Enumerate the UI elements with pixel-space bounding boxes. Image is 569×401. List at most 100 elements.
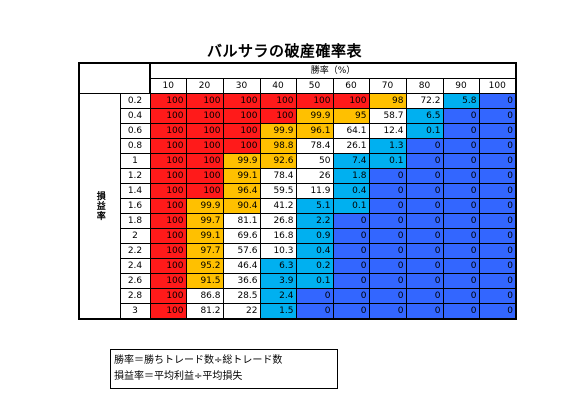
ruin-probability-cell: 0 [368,273,407,289]
ruin-probability-cell: 100 [185,153,224,169]
profit-loss-ratio-group-label: 損益率 [78,93,121,320]
win-rate-header-cell: 50 [295,78,334,94]
ruin-probability-cell: 0 [405,243,444,259]
ruin-probability-cell: 100 [222,108,261,124]
ruin-probability-cell: 78.4 [295,138,334,154]
ruin-probability-cell: 0 [478,288,517,304]
table-row: 0.6 100 100 100 99.9 96.1 64.1 12.4 0.1 0 0 [79,123,517,139]
ruin-probability-cell: 90.4 [222,198,261,214]
ruin-probability-cell: 0 [368,243,407,259]
ruin-probability-cell: 100 [332,93,370,109]
table-row: 1.2 100 100 99.1 78.4 26 1.8 0 0 0 0 [79,168,517,184]
ruin-probability-table: 勝率（%） 10 20 30 40 50 60 70 80 90 100 損益率 0.2 100 100… [78,62,517,320]
ruin-probability-cell: 0 [368,183,407,199]
profit-loss-ratio-cell: 2.4 [119,258,151,274]
ruin-probability-cell: 22 [222,303,261,320]
ruin-probability-cell: 0 [442,258,480,274]
ruin-probability-cell: 100 [222,123,261,139]
ruin-probability-cell: 0 [405,228,444,244]
ruin-probability-cell: 0 [442,243,480,259]
legend-win-rate-definition: 勝率＝勝ちトレード数÷総トレード数 [114,355,283,366]
ruin-probability-cell: 100 [149,198,187,214]
table-row: 損益率 0.2 100 100 100 100 100 100 98 72.2 5.8 0 [78,93,517,320]
ruin-probability-cell: 100 [185,108,224,124]
ruin-probability-cell: 26 [295,168,334,184]
ruin-probability-cell: 0.1 [295,273,334,289]
ruin-probability-cell: 0 [478,258,517,274]
ruin-probability-cell: 0 [478,183,517,199]
ruin-probability-cell: 100 [149,93,187,109]
ruin-probability-cell: 0 [368,258,407,274]
ruin-probability-cell: 0 [405,198,444,214]
ruin-probability-cell: 91.5 [185,273,224,289]
win-rate-header-cell: 80 [405,78,444,94]
ruin-probability-cell: 98 [368,93,407,109]
ruin-probability-cell: 0 [368,228,407,244]
ruin-probability-cell: 2.4 [259,288,297,304]
win-rate-header-cell: 90 [442,78,480,94]
ruin-probability-cell: 100 [149,153,187,169]
win-rate-header-cell: 30 [222,78,261,94]
profit-loss-ratio-cell: 1.4 [119,183,151,199]
ruin-probability-cell: 0 [442,228,480,244]
legend-box: 勝率＝勝ちトレード数÷総トレード数 損益率＝平均利益÷平均損失 [110,349,338,389]
profit-loss-ratio-cell: 2.6 [119,273,151,289]
ruin-probability-cell: 95 [332,108,370,124]
ruin-probability-cell: 0 [295,303,334,320]
ruin-probability-cell: 100 [185,123,224,139]
ruin-probability-cell: 0 [442,108,480,124]
ruin-probability-cell: 1.3 [368,138,407,154]
win-rate-header-cell: 20 [185,78,224,94]
profit-loss-ratio-cell: 2.2 [119,243,151,259]
ruin-probability-cell: 5.1 [295,198,334,214]
ruin-probability-cell: 0 [478,243,517,259]
ruin-probability-cell: 100 [185,138,224,154]
ruin-probability-cell: 11.9 [295,183,334,199]
ruin-probability-cell: 0.1 [368,153,407,169]
ruin-probability-cell: 72.2 [405,93,444,109]
ruin-probability-cell: 0 [332,273,370,289]
corner-cell [78,62,151,94]
ruin-probability-cell: 100 [185,93,224,109]
ruin-probability-cell: 58.7 [368,108,407,124]
ruin-probability-cell: 99.7 [185,213,224,229]
ruin-probability-cell: 100 [149,273,187,289]
ruin-probability-cell: 0 [442,168,480,184]
ruin-probability-cell: 100 [149,123,187,139]
ruin-probability-cell: 6.3 [259,258,297,274]
ruin-probability-cell: 99.9 [222,153,261,169]
ruin-probability-cell: 0 [405,288,444,304]
ruin-probability-cell: 0 [405,138,444,154]
ruin-probability-cell: 0 [405,273,444,289]
win-rate-group-header: 勝率（%） [149,62,517,79]
ruin-probability-cell: 0 [478,123,517,139]
ruin-probability-cell: 26.8 [259,213,297,229]
ruin-probability-cell: 0 [478,93,517,109]
ruin-probability-cell: 0 [442,183,480,199]
ruin-probability-cell: 59.5 [259,183,297,199]
ruin-probability-cell: 0 [442,303,480,320]
ruin-probability-cell: 0.2 [295,258,334,274]
ruin-probability-cell: 0 [442,198,480,214]
ruin-probability-cell: 0 [332,228,370,244]
ruin-probability-cell: 3.9 [259,273,297,289]
profit-loss-ratio-cell: 1.8 [119,213,151,229]
ruin-probability-cell: 1.5 [259,303,297,320]
profit-loss-ratio-cell: 3 [119,303,151,320]
ruin-probability-cell: 69.6 [222,228,261,244]
ruin-probability-cell: 86.8 [185,288,224,304]
win-rate-header-row: 10 20 30 40 50 60 70 80 90 100 [79,78,517,94]
ruin-probability-cell: 0 [478,108,517,124]
ruin-probability-cell: 0 [478,303,517,320]
table-row: 2.2 100 97.7 57.6 10.3 0.4 0 0 0 0 0 [79,243,517,259]
table-row: 0.8 100 100 100 98.8 78.4 26.1 1.3 0 0 0 [79,138,517,154]
ruin-probability-cell: 36.6 [222,273,261,289]
ruin-probability-cell: 0 [442,153,480,169]
ruin-probability-cell: 0 [478,213,517,229]
ruin-probability-cell: 99.1 [222,168,261,184]
ruin-probability-cell: 100 [149,258,187,274]
win-rate-header-cell: 10 [149,78,187,94]
ruin-probability-cell: 0 [478,168,517,184]
ruin-probability-cell: 100 [222,93,261,109]
ruin-probability-cell: 28.5 [222,288,261,304]
